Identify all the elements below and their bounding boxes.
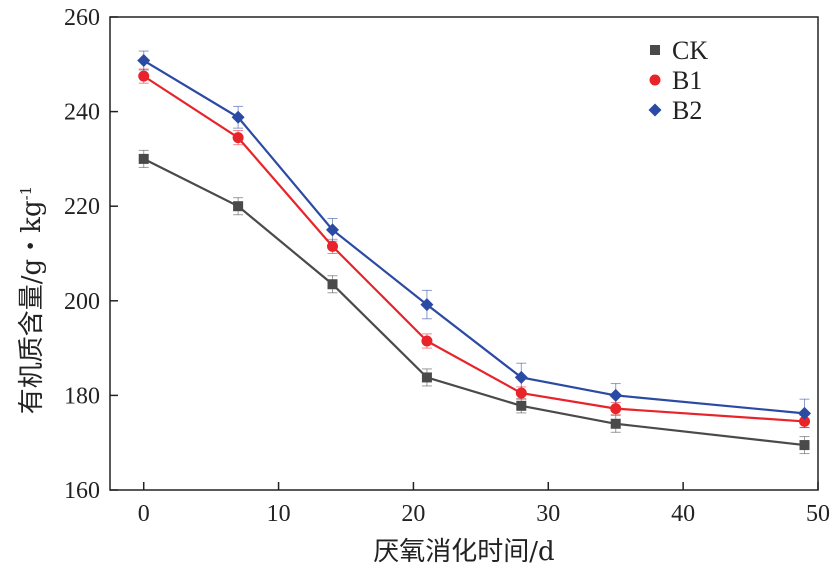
legend-marker-b2 [648, 103, 662, 117]
point-b2 [798, 406, 812, 420]
point-b1 [515, 387, 527, 399]
y-tick-label: 180 [64, 383, 100, 409]
plot-border [109, 16, 819, 491]
x-tick-label: 50 [806, 501, 830, 527]
series-line-b2 [143, 59, 805, 415]
point-b1 [327, 240, 339, 252]
point-ck [138, 153, 149, 164]
y-axis-title: 有机质含量/g・kg-1 [17, 186, 47, 414]
y-tick-label: 160 [64, 478, 100, 504]
point-b2 [514, 370, 528, 384]
legend-label-ck: CK [672, 36, 708, 65]
axis-ticks: 0 10 20 30 40 50 160 180 200 220 240 260 [64, 5, 830, 527]
legend-marker-b1 [649, 74, 661, 86]
point-b2 [231, 110, 245, 124]
y-tick-label: 220 [64, 194, 100, 220]
point-b1 [421, 335, 433, 347]
point-b2 [609, 388, 623, 402]
series-markers [137, 54, 812, 451]
x-axis-title: 厌氧消化时间/d [373, 537, 554, 567]
point-b1 [610, 403, 622, 415]
x-tick-label: 30 [536, 501, 560, 527]
point-b2 [137, 54, 151, 68]
point-ck [516, 400, 527, 411]
y-axis-title-exponent: -1 [17, 186, 35, 201]
point-b1 [799, 415, 811, 427]
legend-marker-ck [650, 45, 660, 55]
y-tick-label: 200 [64, 289, 100, 315]
point-ck [799, 440, 810, 451]
point-b1 [232, 132, 244, 144]
x-tick-label: 0 [138, 501, 150, 527]
x-tick-label: 40 [671, 501, 695, 527]
point-b1 [138, 70, 150, 82]
legend-label-b2: B2 [672, 96, 702, 125]
point-b2 [420, 298, 434, 312]
error-bars [138, 50, 810, 455]
x-tick-label: 20 [401, 501, 425, 527]
y-tick-label: 240 [64, 100, 100, 126]
point-ck [327, 279, 338, 290]
y-axis-title-main: 有机质含量/g・kg [17, 200, 47, 414]
legend-label-b1: B1 [672, 66, 702, 95]
point-ck [233, 201, 244, 212]
x-tick-label: 10 [267, 501, 291, 527]
point-b2 [326, 223, 340, 237]
y-tick-label: 260 [64, 5, 100, 31]
plot-frame [109, 16, 819, 491]
point-ck [610, 418, 621, 429]
point-ck [421, 372, 432, 383]
